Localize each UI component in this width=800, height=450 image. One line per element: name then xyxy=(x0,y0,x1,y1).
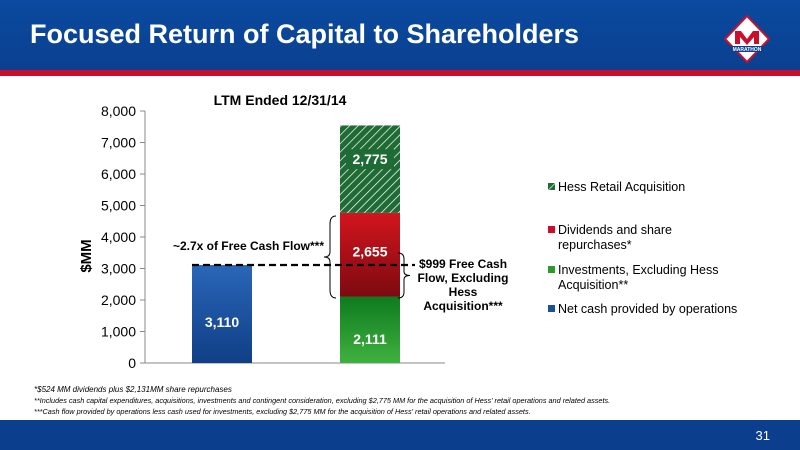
data-label-dividends: 2,655 xyxy=(352,244,387,260)
header-stripe xyxy=(0,70,800,76)
legend-label-operations: Net cash provided by operations xyxy=(558,302,737,316)
data-label-hess: 2,775 xyxy=(352,151,387,167)
footnote-1: *$524 MM dividends plus $2,131MM share r… xyxy=(34,385,232,394)
bar-operations xyxy=(192,265,252,363)
marathon-logo-icon: MARATHON xyxy=(723,14,771,64)
y-tick-label: 2,000 xyxy=(101,292,136,308)
legend-swatch-dividends xyxy=(548,226,555,233)
slide-title: Focused Return of Capital to Shareholder… xyxy=(30,19,580,49)
legend-label-investments: Investments, Excluding Hess Acquisition** xyxy=(558,263,719,292)
bar-investments xyxy=(340,296,400,363)
annotation-left: ~2.7x of Free Cash Flow*** xyxy=(173,239,324,253)
y-tick-label: 8,000 xyxy=(101,103,136,119)
left-brace xyxy=(323,215,337,299)
legend-swatch-operations xyxy=(548,305,555,312)
footnotes: *$524 MM dividends plus $2,131MM share r… xyxy=(34,384,774,417)
y-tick-label: 5,000 xyxy=(101,198,136,214)
y-tick-label: 0 xyxy=(128,355,136,371)
y-tick-label: 3,000 xyxy=(101,261,136,277)
footnote-2: **Includes cash capital expenditures, ac… xyxy=(34,396,611,405)
legend-label-dividends: Dividends and share repurchases* xyxy=(558,223,672,252)
legend-swatch-hess xyxy=(548,183,555,190)
footnote-3: ***Cash flow provided by operations less… xyxy=(34,407,531,416)
y-axis-label: $MM xyxy=(78,239,95,272)
right-brace xyxy=(397,252,411,299)
data-label-investments: 2,111 xyxy=(353,331,387,347)
y-tick-label: 7,000 xyxy=(101,135,136,151)
y-tick-label: 4,000 xyxy=(101,229,136,245)
chart-title: LTM Ended 12/31/14 xyxy=(214,92,347,108)
y-tick-label: 6,000 xyxy=(101,166,136,182)
legend-swatch-investments xyxy=(548,266,555,273)
annotation-right: $999 Free Cash Flow, Excluding Hess Acquisi… xyxy=(418,257,509,313)
data-label-bg xyxy=(346,149,394,170)
slide-header: Focused Return of Capital to Shareholder… xyxy=(0,0,800,76)
data-label-operations: 3,110 xyxy=(205,314,239,330)
bar-dividends xyxy=(340,212,400,297)
page-number: 31 xyxy=(755,428,770,443)
logo-text: MARATHON xyxy=(733,47,762,53)
legend-label-hess: Hess Retail Acquisition xyxy=(558,180,685,194)
stacked-bar-chart: 0 1,000 2,000 3,000 4,000 5,000 6,000 7,000 8,00… xyxy=(78,92,737,371)
y-tick-label: 1,000 xyxy=(101,324,136,340)
slide-footer: 31 xyxy=(0,420,800,450)
